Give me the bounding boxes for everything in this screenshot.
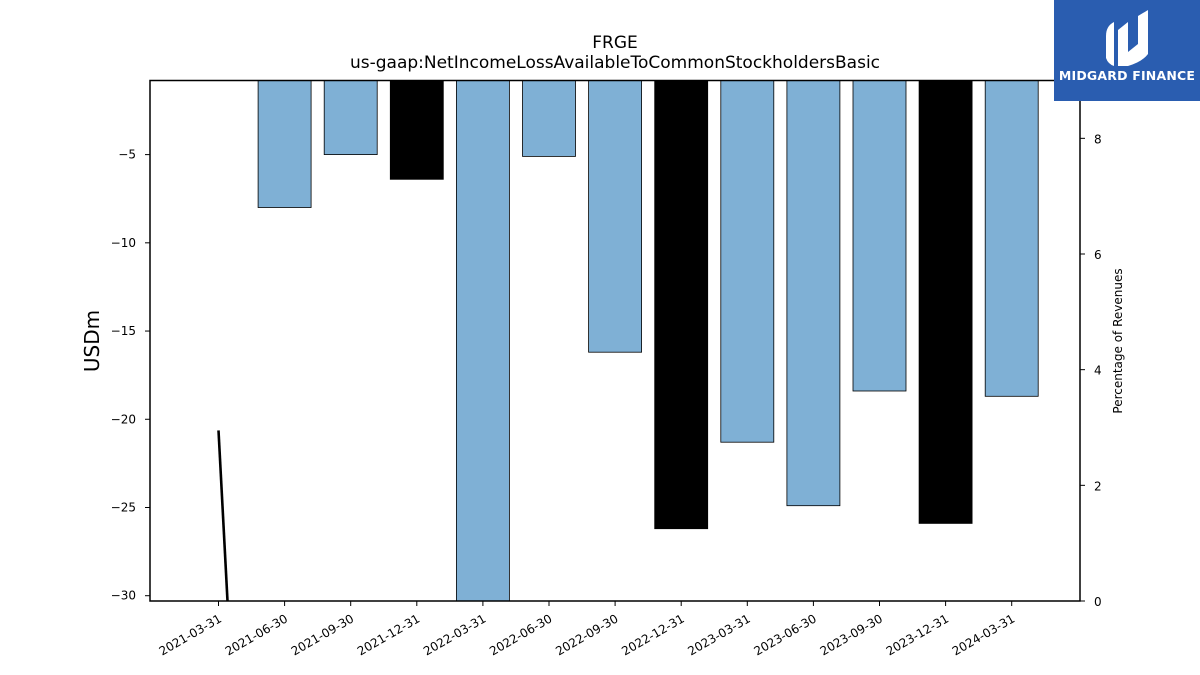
y2-tick-label: 6 (1094, 248, 1102, 262)
y-tick-label: −10 (111, 236, 136, 250)
bar-2021-06-30 (257, 80, 312, 208)
x-tick-label: 2023-06-30 (751, 611, 818, 658)
x-tick-label: 2021-03-31 (157, 611, 224, 658)
bar-2022-09-30 (588, 80, 642, 353)
x-tick-label: 2023-12-31 (884, 611, 951, 658)
y-tick-label: −5 (118, 148, 136, 162)
percentage-line-segment (217, 430, 229, 602)
y-tick-label: −25 (111, 500, 136, 514)
x-tick-label: 2023-09-30 (818, 611, 885, 658)
bar-2024-03-31 (984, 80, 1039, 397)
bar-2022-06-30 (522, 80, 576, 157)
y2-tick-label: 2 (1094, 479, 1102, 493)
x-tick-label: 2021-06-30 (223, 611, 290, 658)
y-tick-label: −20 (111, 412, 136, 426)
chart-title: FRGE (592, 33, 638, 53)
bar-2023-03-31 (720, 80, 775, 443)
logo-text: MIDGARD FINANCE (1058, 68, 1196, 83)
bar-2023-12-31 (918, 80, 973, 524)
y-tick-label: −15 (111, 324, 136, 338)
x-tick-label: 2023-03-31 (685, 611, 752, 658)
x-tick-label: 2022-06-30 (487, 611, 554, 658)
bars (257, 80, 1039, 602)
x-tick-label: 2022-12-31 (619, 611, 686, 658)
percentage-line (217, 430, 229, 602)
y-tick-label: −30 (111, 589, 136, 603)
bar-2023-06-30 (786, 80, 841, 507)
bar-2022-12-31 (654, 80, 709, 530)
bar-2021-12-31 (389, 80, 444, 180)
y2-tick-label: 4 (1094, 364, 1102, 378)
bar-2022-03-31 (455, 80, 510, 602)
chart-subtitle: us-gaap:NetIncomeLossAvailableToCommonSt… (350, 53, 880, 73)
y-axis-label: USDm (80, 310, 104, 372)
midgard-finance-logo: MIDGARD FINANCE (1054, 0, 1200, 101)
x-tick-label: 2024-03-31 (950, 611, 1017, 658)
x-tick-label: 2021-12-31 (355, 611, 422, 658)
y2-tick-label: 8 (1094, 132, 1102, 146)
bar-2021-09-30 (323, 80, 378, 155)
logo-mark-icon (1054, 0, 1200, 101)
x-tick-label: 2022-09-30 (553, 611, 620, 658)
x-tick-label: 2022-03-31 (421, 611, 488, 658)
x-tick-label: 2021-09-30 (289, 611, 356, 658)
y2-axis-label: Percentage of Revenues (1111, 268, 1125, 413)
bar-2023-09-30 (852, 80, 907, 392)
y2-tick-label: 0 (1094, 595, 1102, 609)
